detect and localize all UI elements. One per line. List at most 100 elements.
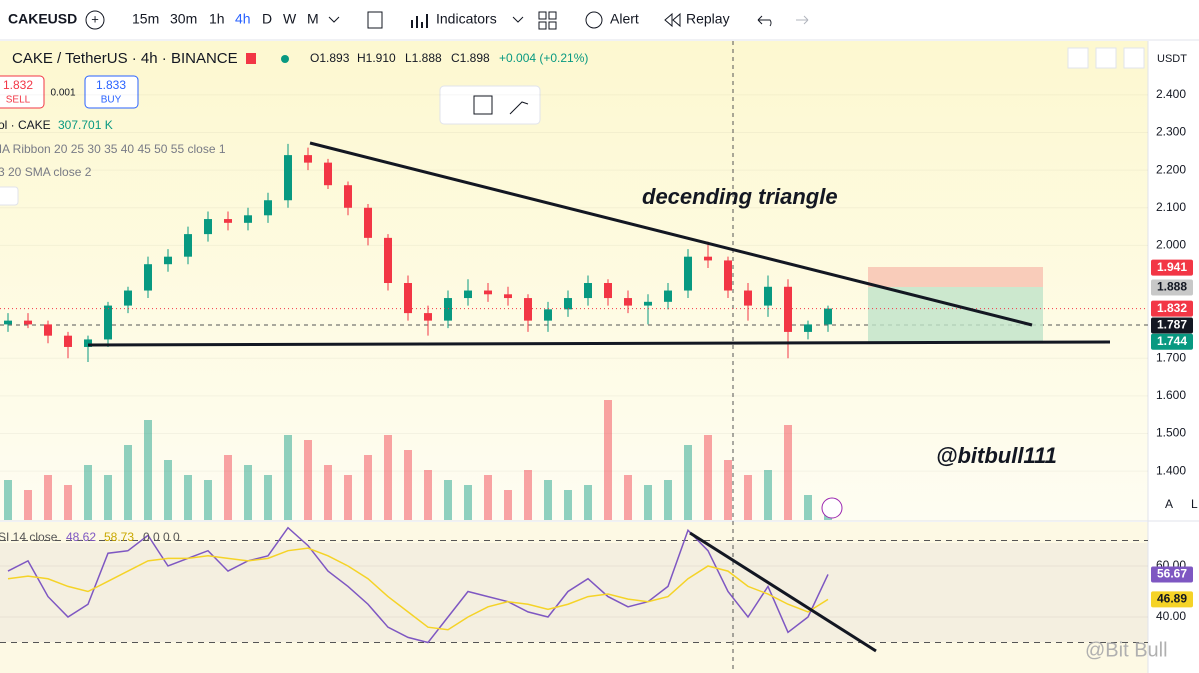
interval[interactable]: D — [262, 11, 272, 27]
undo[interactable] — [757, 15, 772, 27]
y-tick-label: 1.600 — [1156, 388, 1186, 402]
candle-body — [524, 298, 532, 321]
indicators[interactable]: Indicators — [436, 11, 497, 27]
volume-bar — [384, 435, 392, 520]
sell-button[interactable] — [0, 75, 45, 109]
volume-name: ol · CAKE — [0, 118, 51, 132]
ribbon-legend: MA Ribbon 20 25 30 35 40 45 50 55 close … — [0, 142, 226, 156]
candle-body — [4, 320, 12, 325]
log-scale[interactable]: L — [1191, 497, 1198, 511]
sell-price: 1.832 — [3, 78, 33, 92]
pane-buttons[interactable] — [1067, 47, 1145, 69]
flag — [246, 53, 256, 64]
volume-bar — [284, 435, 292, 520]
price-badge — [1151, 317, 1193, 334]
rsi-name: SI 14 close — [0, 530, 58, 544]
volume-bar — [84, 465, 92, 520]
redo[interactable] — [796, 15, 809, 25]
high: H1.910 — [357, 51, 396, 65]
interval[interactable]: W — [283, 11, 297, 27]
dropdown[interactable] — [512, 16, 524, 23]
rsi-trendline[interactable] — [689, 531, 877, 653]
interval[interactable]: 15m — [132, 11, 159, 27]
interval[interactable]: M — [307, 11, 319, 27]
volume-bar — [404, 450, 412, 520]
buy-button[interactable] — [84, 75, 139, 109]
volume-bar — [744, 475, 752, 520]
candle-body — [324, 162, 332, 186]
target-zone — [868, 287, 1043, 342]
handle: @bitbull111 — [936, 443, 1057, 468]
events[interactable] — [821, 497, 843, 519]
buy-label: BUY — [101, 95, 122, 106]
currency[interactable]: USDT — [1157, 53, 1187, 65]
candle-body — [584, 283, 592, 299]
spread: 0.001 — [50, 88, 75, 99]
y-tick-label: 2.000 — [1156, 238, 1186, 252]
candle-body — [104, 305, 112, 340]
price-badge-label: 56.67 — [1157, 567, 1187, 581]
volume-bar — [524, 470, 532, 520]
brush-tool[interactable] — [509, 101, 529, 115]
candle-body — [604, 283, 612, 299]
candle-body — [124, 290, 132, 306]
volume-bar — [584, 485, 592, 520]
candle-body — [84, 339, 92, 347]
candle-body — [664, 290, 672, 302]
volume-bar — [444, 480, 452, 520]
symbol[interactable]: CAKEUSD — [8, 11, 77, 27]
candle-body — [204, 219, 212, 235]
chart-title: CAKE / TetherUS · 4h · BINANCE — [12, 50, 238, 67]
price-badge — [1151, 259, 1193, 276]
sma-legend: 3 20 SMA close 2 — [0, 165, 92, 179]
candle-body — [504, 294, 512, 299]
price-badge-label: 1.744 — [1157, 334, 1187, 348]
volume-bar — [604, 400, 612, 520]
volume-bar — [324, 465, 332, 520]
y-tick-label: 2.400 — [1156, 87, 1186, 101]
rect-tool[interactable] — [473, 95, 493, 115]
interval-active[interactable]: 4h — [235, 11, 251, 27]
candle-body — [724, 260, 732, 291]
rsi-band — [0, 543, 1148, 642]
change: +0.004 (+0.21%) — [499, 51, 588, 65]
candle-body — [404, 283, 412, 314]
add-symbol[interactable] — [85, 10, 105, 30]
candle-body — [764, 286, 772, 306]
volume-bar — [144, 420, 152, 520]
price-badge — [1151, 279, 1193, 296]
candle-body — [284, 155, 292, 201]
buy-price: 1.833 — [96, 78, 126, 92]
alert[interactable]: Alert — [610, 11, 639, 27]
candle-body — [564, 298, 572, 310]
layouts[interactable] — [538, 11, 557, 30]
low: L1.888 — [405, 51, 442, 65]
candle-body — [24, 320, 32, 325]
candle-body — [364, 207, 372, 238]
dropdown[interactable] — [328, 16, 340, 23]
chart-type[interactable] — [367, 11, 383, 29]
auto-scale[interactable]: A — [1165, 497, 1173, 511]
y-tick-label: 2.300 — [1156, 125, 1186, 139]
price-badge-label: 1.787 — [1157, 318, 1187, 332]
candle-body — [164, 256, 172, 265]
trendline-lower[interactable] — [87, 340, 1111, 347]
volume-bar — [164, 460, 172, 520]
trendline-upper[interactable] — [309, 141, 1033, 327]
candle-body — [624, 298, 632, 306]
interval[interactable]: 1h — [209, 11, 225, 27]
interval[interactable]: 30m — [170, 11, 197, 27]
volume-bar — [184, 475, 192, 520]
volume-bar — [424, 470, 432, 520]
candle-body — [304, 155, 312, 163]
volume-bar — [104, 475, 112, 520]
volume-bar — [44, 475, 52, 520]
price-badge — [1151, 566, 1193, 583]
volume-bar — [644, 485, 652, 520]
volume-bar — [364, 455, 372, 520]
volume-bar — [624, 475, 632, 520]
volume-bar — [344, 475, 352, 520]
collapse[interactable] — [0, 186, 19, 206]
replay[interactable]: Replay — [686, 11, 730, 27]
volume-bar — [544, 480, 552, 520]
